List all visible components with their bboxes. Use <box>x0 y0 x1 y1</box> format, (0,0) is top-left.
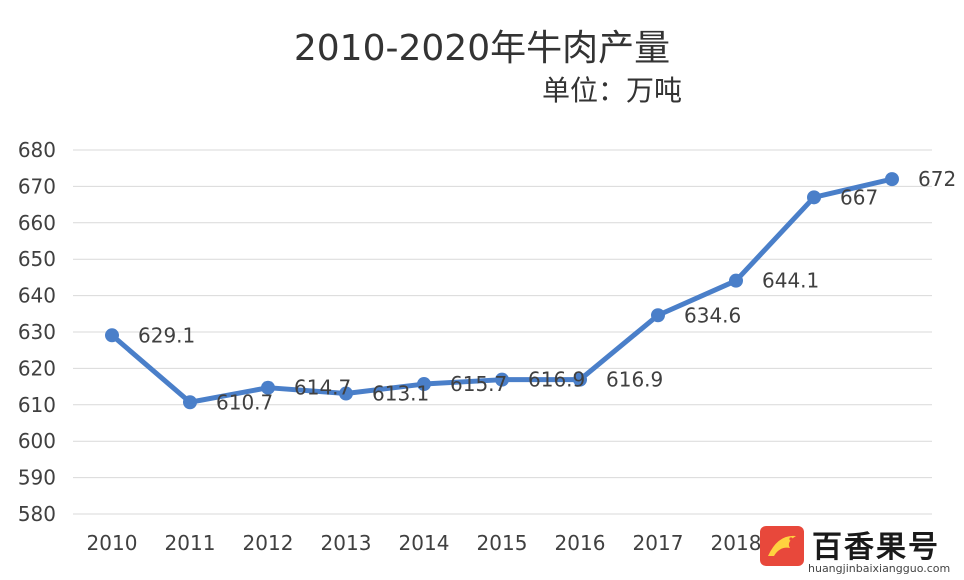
chart-subtitle: 单位：万吨 <box>542 74 682 107</box>
data-point <box>183 395 197 410</box>
data-label: 613.1 <box>372 382 429 406</box>
gridlines <box>73 149 932 515</box>
y-tick-label: 620 <box>18 356 56 380</box>
watermark: 百香果号 huangjinbaixiangguo.com <box>756 520 964 580</box>
data-point <box>885 172 899 187</box>
y-tick-label: 660 <box>18 211 56 235</box>
x-tick-label: 2018 <box>711 531 762 555</box>
x-tick-label: 2015 <box>477 531 528 555</box>
x-tick-label: 2011 <box>165 531 216 555</box>
data-label: 615.7 <box>450 372 507 396</box>
y-tick-label: 610 <box>18 393 56 417</box>
y-tick-label: 650 <box>18 247 56 271</box>
x-tick-label: 2013 <box>321 531 372 555</box>
data-point <box>729 273 743 288</box>
data-labels: 629.1 610.7 614.7 613.1 615.7 616.9 616.9 634.6… <box>138 167 956 414</box>
watermark-brand: 百香果号 <box>812 530 940 565</box>
x-axis-ticks: 2010 2011 2012 2013 2014 2015 2016 2017 2018 <box>87 531 762 555</box>
data-point <box>339 386 353 401</box>
data-label: 610.7 <box>216 390 273 414</box>
data-point <box>573 372 587 387</box>
chart-title: 2010-2020年牛肉产量 <box>294 28 670 69</box>
y-tick-label: 630 <box>18 320 56 344</box>
data-point <box>495 372 509 387</box>
data-point <box>807 190 821 205</box>
data-point <box>417 377 431 392</box>
y-tick-label: 680 <box>18 138 56 162</box>
x-tick-label: 2016 <box>555 531 606 555</box>
data-label: 616.9 <box>606 368 663 392</box>
data-label: 672 <box>918 167 956 191</box>
x-tick-label: 2010 <box>87 531 138 555</box>
x-tick-label: 2012 <box>243 531 294 555</box>
data-points <box>105 172 899 410</box>
data-label: 629.1 <box>138 323 195 347</box>
data-label: 634.6 <box>684 303 741 327</box>
data-point <box>651 308 665 323</box>
y-tick-label: 580 <box>18 502 56 526</box>
y-tick-label: 600 <box>18 429 56 453</box>
dragon-icon <box>760 526 804 566</box>
y-tick-label: 590 <box>18 466 56 490</box>
x-tick-label: 2017 <box>633 531 684 555</box>
data-label: 644.1 <box>762 269 819 293</box>
y-tick-label: 670 <box>18 174 56 198</box>
watermark-url: huangjinbaixiangguo.com <box>808 562 951 575</box>
data-point <box>261 380 275 395</box>
data-label: 667 <box>840 185 878 209</box>
data-point <box>105 328 119 343</box>
x-tick-label: 2014 <box>399 531 450 555</box>
data-label: 616.9 <box>528 368 585 392</box>
y-axis-ticks: 580 590 600 610 620 630 640 650 660 670 680 <box>18 138 56 526</box>
y-tick-label: 640 <box>18 284 56 308</box>
data-label: 614.7 <box>294 376 351 400</box>
